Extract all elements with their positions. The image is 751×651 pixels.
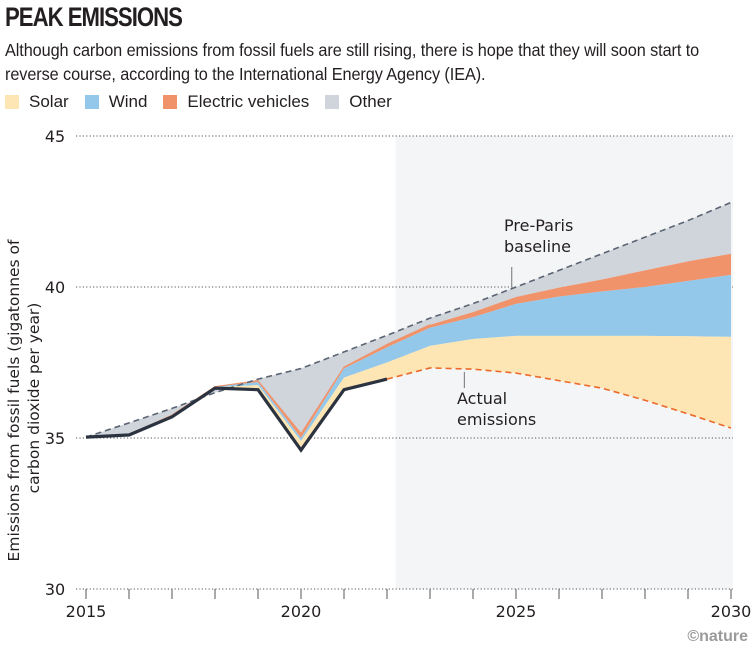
area-electric-vehicles: [86, 253, 731, 438]
legend-item-other: Other: [325, 92, 392, 112]
actual-label-line-2: emissions: [457, 410, 536, 429]
projected-emissions-line: [386, 367, 732, 429]
x-tick-label-2025: 2025: [496, 602, 537, 621]
x-tick-label-2030: 2030: [711, 602, 751, 621]
annotations: Pre-Paris baseline Actual emissions: [457, 216, 573, 429]
legend-swatch-wind: [84, 95, 99, 109]
y-axis-title-line-2: carbon dioxide per year): [25, 303, 43, 494]
legend-label-other: Other: [349, 92, 392, 111]
y-tick-label-45: 45: [45, 127, 65, 146]
y-axis-title-line-1: Emissions from fossil fuels (gigatonnes …: [5, 239, 23, 561]
area-wind: [86, 274, 731, 442]
chart-title: PEAK EMISSIONS: [5, 2, 183, 32]
y-tick-label-30: 30: [45, 580, 65, 599]
legend-swatch-solar: [5, 95, 19, 109]
y-tick-label-40: 40: [45, 278, 65, 297]
legend-item-wind: Wind: [84, 92, 148, 112]
x-tick-label-2015: 2015: [66, 602, 107, 621]
actual-label-line-1: Actual: [457, 389, 507, 408]
legend-label-solar: Solar: [29, 92, 69, 111]
y-axis-title: Emissions from fossil fuels (gigatonnes …: [5, 235, 43, 562]
y-tick-label-35: 35: [45, 429, 65, 448]
legend-swatch-ev: [163, 95, 178, 109]
legend-item-ev: Electric vehicles: [163, 92, 309, 112]
legend-item-solar: Solar: [5, 92, 69, 112]
baseline-line: [85, 201, 732, 438]
nature-credit: ©nature: [687, 628, 748, 645]
actual-emissions-line: [85, 377, 388, 453]
legend: Solar Wind Electric vehicles Other: [5, 92, 408, 112]
axes: 30 35 40 45 2015 2020 2025 2030: [45, 127, 751, 621]
baseline-label-line-2: baseline: [504, 237, 571, 256]
legend-swatch-other: [325, 95, 340, 109]
legend-label-ev: Electric vehicles: [187, 92, 310, 111]
lines: [85, 201, 732, 453]
area-solar: [86, 335, 731, 451]
x-tick-label-2020: 2020: [281, 602, 322, 621]
baseline-label-line-1: Pre-Paris: [504, 216, 573, 235]
legend-label-wind: Wind: [108, 92, 148, 111]
chart-subtitle: Although carbon emissions from fossil fu…: [5, 40, 700, 84]
